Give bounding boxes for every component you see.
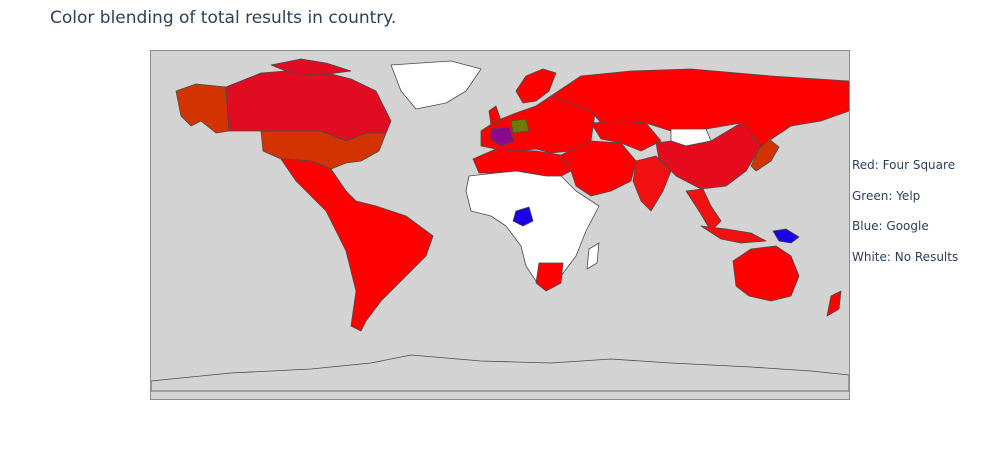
region-japan[interactable] xyxy=(750,138,780,172)
region-central-asia[interactable] xyxy=(590,120,662,152)
region-cameroon[interactable] xyxy=(512,206,534,227)
region-greenland[interactable] xyxy=(390,60,482,110)
legend-green: Green: Yelp xyxy=(852,188,921,203)
region-china[interactable] xyxy=(655,122,762,190)
region-new-guinea[interactable] xyxy=(772,228,800,244)
region-uk[interactable] xyxy=(488,105,502,126)
color-legend: Red: Four Square Green: Yelp Blue: Googl… xyxy=(852,157,958,280)
region-new-zealand[interactable] xyxy=(826,290,842,317)
region-alaska[interactable] xyxy=(175,83,230,134)
legend-blue: Blue: Google xyxy=(852,219,929,234)
region-south-africa[interactable] xyxy=(535,262,564,292)
region-middle-east[interactable] xyxy=(560,140,637,197)
region-canada-islands[interactable] xyxy=(270,58,352,76)
region-latin-america[interactable] xyxy=(280,158,434,332)
region-madagascar[interactable] xyxy=(586,242,600,270)
region-southeast-asia[interactable] xyxy=(685,188,722,232)
legend-red: Red: Four Square xyxy=(852,158,956,172)
region-antarctica xyxy=(151,354,849,392)
region-canada[interactable] xyxy=(225,68,392,142)
region-usa[interactable] xyxy=(260,130,387,170)
region-germany[interactable] xyxy=(510,118,530,134)
region-australia[interactable] xyxy=(732,245,800,302)
region-indonesia[interactable] xyxy=(700,225,767,244)
region-scandinavia[interactable] xyxy=(515,68,557,104)
map-svg xyxy=(151,58,849,392)
region-france[interactable] xyxy=(490,126,515,147)
legend-white: White: No Results xyxy=(852,250,959,265)
chart-title: Color blending of total results in count… xyxy=(50,8,397,28)
region-india[interactable] xyxy=(632,155,672,212)
world-map[interactable] xyxy=(150,50,850,400)
